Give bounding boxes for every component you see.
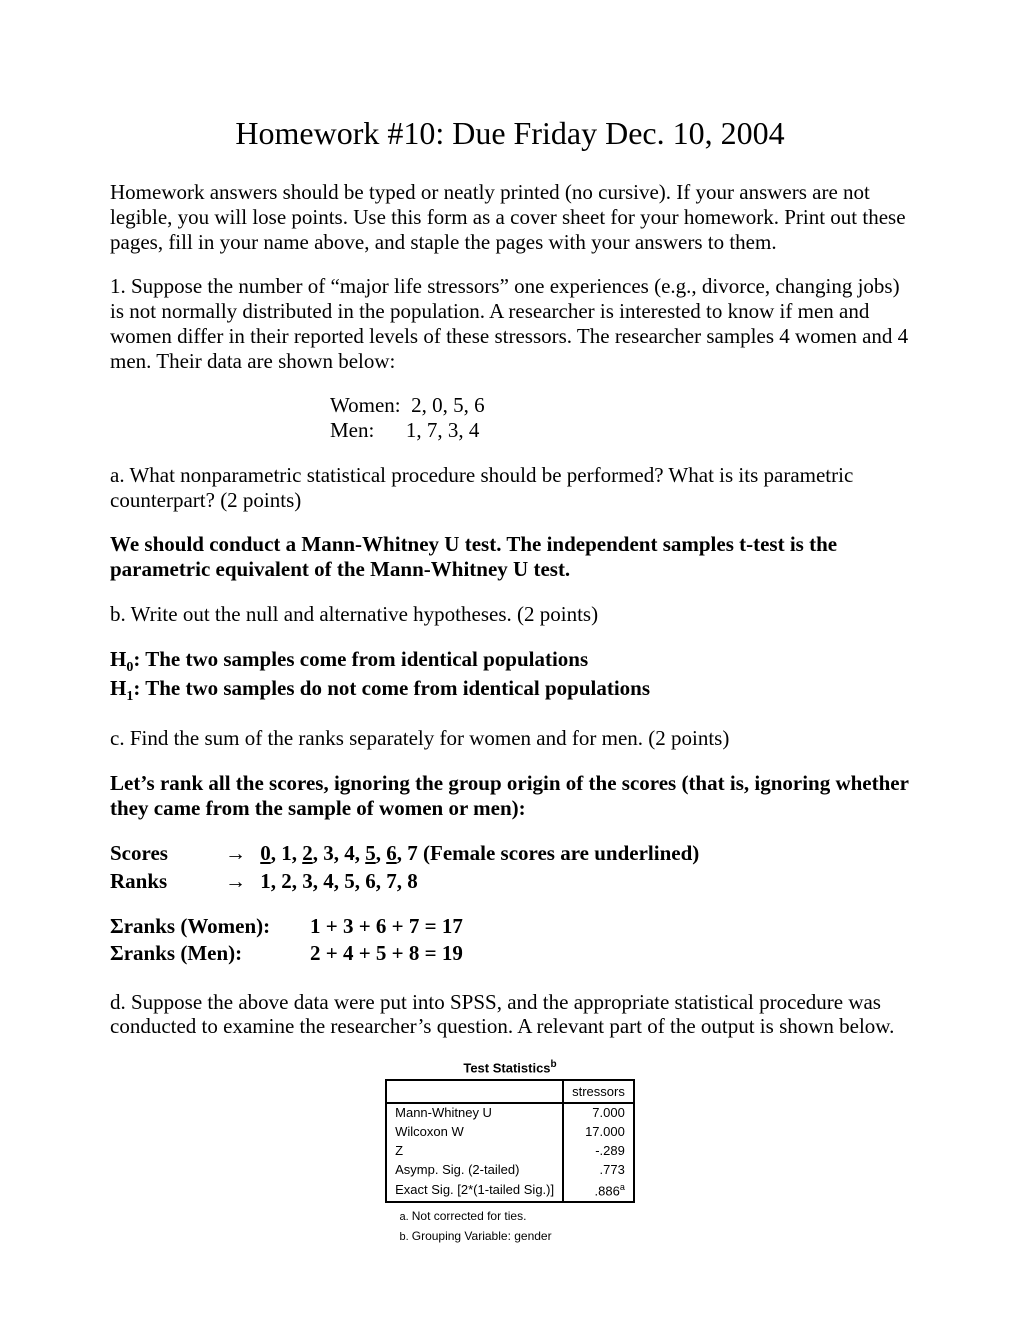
ranks-values: 1, 2, 3, 4, 5, 6, 7, 8 [260,869,418,893]
spss-title-sup: b [551,1059,557,1070]
spss-row: Asymp. Sig. (2-tailed).773 [386,1161,634,1180]
women-sum-label: Σranks (Women): [110,913,310,940]
spss-title-text: Test Statistics [463,1060,550,1075]
score-value: , [271,841,282,865]
arrow-icon: → [225,868,255,895]
spss-footnotes: a. Not corrected for ties.b. Grouping Va… [386,1207,635,1246]
women-sum-row: Σranks (Women):1 + 3 + 6 + 7 = 17 [110,913,910,940]
spss-col-header: stressors [563,1080,634,1103]
score-value: 1 [281,841,292,865]
answer-1c-intro: Let’s rank all the scores, ignoring the … [110,771,910,821]
spss-footnote: b. Grouping Variable: gender [400,1227,635,1247]
document-page: Homework #10: Due Friday Dec. 10, 2004 H… [0,0,1020,1320]
page-title: Homework #10: Due Friday Dec. 10, 2004 [110,115,910,152]
men-values: 1, 7, 3, 4 [406,418,480,442]
women-data-row: Women: 2, 0, 5, 6 [330,393,910,418]
spss-blank-header [386,1080,563,1103]
men-sum-row: Σranks (Men):2 + 4 + 5 + 8 = 19 [110,940,910,967]
spss-output-block: Test Statisticsb stressors Mann-Whitney … [110,1059,910,1247]
score-value: , [397,841,408,865]
scores-note: (Female scores are underlined) [418,841,700,865]
answer-1a: We should conduct a Mann-Whitney U test.… [110,532,910,582]
spss-row-value: 7.000 [563,1103,634,1123]
question-1-text: 1. Suppose the number of “major life str… [110,274,910,373]
h1-letter: H [110,676,126,700]
ranks-row: Ranks→ 1, 2, 3, 4, 5, 6, 7, 8 [110,868,910,895]
women-sum-expr: 1 + 3 + 6 + 7 = 17 [310,914,463,938]
score-value: , [313,841,324,865]
spss-row: Wilcoxon W17.000 [386,1123,634,1142]
spss-table: stressors Mann-Whitney U7.000Wilcoxon W1… [385,1079,635,1203]
score-value: 5 [365,841,376,865]
score-value: , [355,841,366,865]
men-sum-expr: 2 + 4 + 5 + 8 = 19 [310,941,463,965]
spss-row-value: .773 [563,1161,634,1180]
spss-table-title: Test Statisticsb [110,1059,910,1075]
scores-label: Scores [110,840,225,867]
score-value: 7 [407,841,418,865]
spss-row-value: -.289 [563,1142,634,1161]
question-1d: d. Suppose the above data were put into … [110,990,910,1040]
scores-ranks-block: Scores→ 0, 1, 2, 3, 4, 5, 6, 7 (Female s… [110,840,910,895]
scores-row: Scores→ 0, 1, 2, 3, 4, 5, 6, 7 (Female s… [110,840,910,867]
hypotheses-block: H0: The two samples come from identical … [110,647,910,706]
spss-footnote: a. Not corrected for ties. [400,1207,635,1227]
question-1a: a. What nonparametric statistical proced… [110,463,910,513]
ranks-label: Ranks [110,868,225,895]
spss-row: Z-.289 [386,1142,634,1161]
spss-row: Mann-Whitney U7.000 [386,1103,634,1123]
arrow-icon: → [225,840,255,867]
spss-row: Exact Sig. [2*(1-tailed Sig.)].886a [386,1180,634,1202]
score-value: 0 [260,841,271,865]
men-data-row: Men: 1, 7, 3, 4 [330,418,910,443]
spss-row-label: Mann-Whitney U [386,1103,563,1123]
score-value: 2 [302,841,313,865]
null-hypothesis: H0: The two samples come from identical … [110,647,910,677]
score-value: 6 [386,841,397,865]
score-value: , [376,841,387,865]
score-value: , [292,841,303,865]
scores-values: 0, 1, 2, 3, 4, 5, 6, 7 [260,841,418,865]
score-value: 3 [323,841,334,865]
spss-row-label: Wilcoxon W [386,1123,563,1142]
spss-row-label: Exact Sig. [2*(1-tailed Sig.)] [386,1180,563,1202]
men-label: Men: [330,418,406,442]
women-values: 2, 0, 5, 6 [411,393,485,417]
alt-hypothesis: H1: The two samples do not come from ide… [110,676,910,706]
women-label: Women: [330,393,411,417]
intro-paragraph: Homework answers should be typed or neat… [110,180,910,254]
spss-header-row: stressors [386,1080,634,1103]
question-1c: c. Find the sum of the ranks separately … [110,726,910,751]
question-1b: b. Write out the null and alternative hy… [110,602,910,627]
men-sum-label: Σranks (Men): [110,940,310,967]
score-value: , [334,841,345,865]
h0-text: : The two samples come from identical po… [133,647,588,671]
spss-row-value: .886a [563,1180,634,1202]
spss-row-label: Z [386,1142,563,1161]
spss-row-value: 17.000 [563,1123,634,1142]
sample-data-block: Women: 2, 0, 5, 6 Men: 1, 7, 3, 4 [110,393,910,443]
rank-sums-block: Σranks (Women):1 + 3 + 6 + 7 = 17 Σranks… [110,913,910,968]
h1-text: : The two samples do not come from ident… [133,676,650,700]
spss-row-label: Asymp. Sig. (2-tailed) [386,1161,563,1180]
score-value: 4 [344,841,355,865]
h0-letter: H [110,647,126,671]
